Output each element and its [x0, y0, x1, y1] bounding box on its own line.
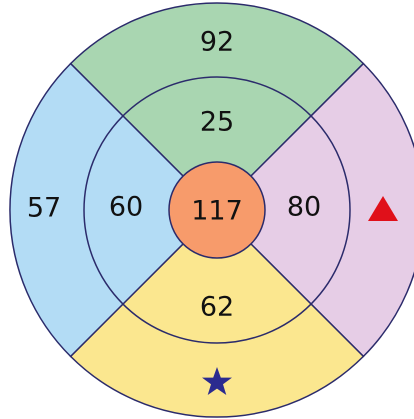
bottom-sector — [69, 208, 365, 418]
middle-right-number: 80 — [287, 192, 321, 223]
middle-bottom-number: 62 — [200, 292, 234, 323]
top-sector — [69, 2, 365, 212]
outer-top-number: 92 — [200, 27, 234, 58]
outer-left-number: 57 — [27, 193, 61, 224]
middle-left-number: 60 — [109, 192, 143, 223]
triangle-symbol — [368, 196, 398, 221]
center-circle — [168, 161, 266, 259]
quadrants — [9, 2, 414, 418]
right-sector — [215, 62, 414, 358]
middle-top-number: 25 — [200, 107, 234, 138]
star-symbol — [202, 367, 232, 395]
middle-ring — [83, 76, 351, 344]
center-number: 117 — [191, 196, 243, 227]
left-sector — [9, 62, 219, 358]
